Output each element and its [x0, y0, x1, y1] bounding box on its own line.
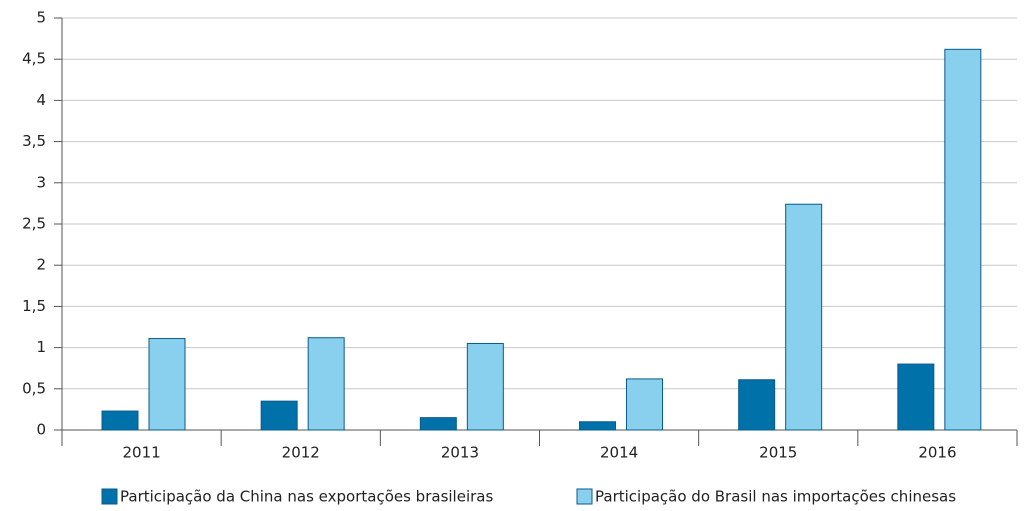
bar [148, 338, 186, 431]
bar [307, 337, 345, 431]
y-tick-label: 3 [36, 173, 46, 191]
x-tick-label: 2013 [441, 444, 479, 462]
bar [419, 417, 457, 431]
y-tick-label: 0 [36, 421, 46, 439]
y-tick-label: 2,5 [22, 215, 46, 233]
x-tick-label: 2016 [918, 444, 956, 462]
x-tick-label: 2015 [759, 444, 797, 462]
x-tick-label: 2012 [282, 444, 320, 462]
y-tick-label: 3,5 [22, 132, 46, 150]
x-tick-label: 2014 [600, 444, 638, 462]
y-tick-label: 1,5 [22, 297, 46, 315]
legend-label: Participação da China nas exportações br… [120, 488, 493, 506]
bar [897, 363, 935, 431]
bar [260, 400, 298, 431]
x-tick-label: 2011 [122, 444, 160, 462]
y-tick-label: 1 [36, 338, 46, 356]
bar [579, 421, 616, 431]
y-tick-label: 2 [36, 256, 46, 274]
y-tick-label: 4 [36, 91, 46, 109]
y-tick-label: 5 [36, 9, 46, 27]
legend-label: Participação do Brasil nas importações c… [595, 488, 956, 506]
bar [785, 203, 823, 431]
legend-swatch [101, 488, 118, 505]
y-tick-label: 0,5 [22, 379, 46, 397]
bar [738, 379, 776, 431]
bar [101, 410, 139, 431]
bar [944, 48, 982, 431]
legend-swatch [576, 488, 593, 505]
bar [466, 342, 504, 431]
y-tick-label: 4,5 [22, 50, 46, 68]
bar [626, 378, 663, 431]
